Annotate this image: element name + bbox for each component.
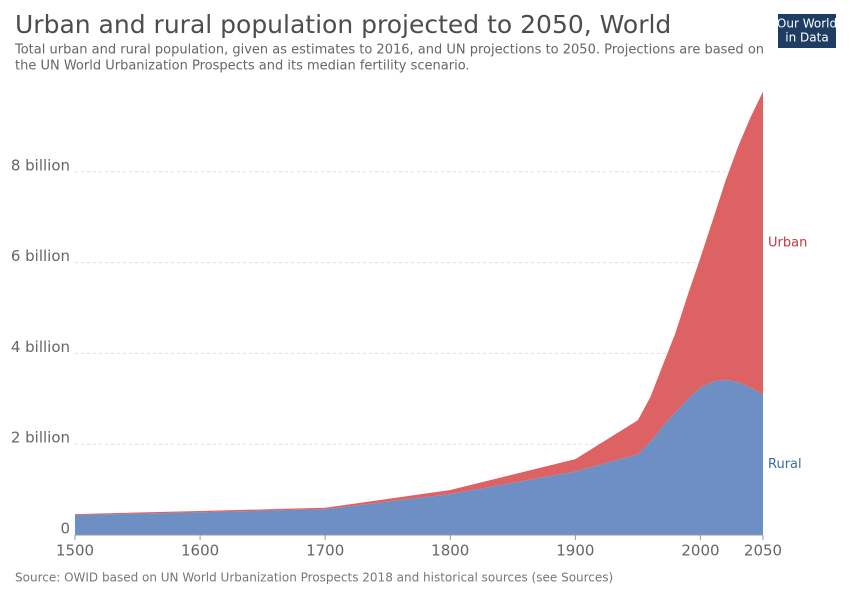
x-tick-label: 1500 <box>56 542 94 560</box>
series-label: Rural <box>768 457 802 472</box>
y-tick-label: 0 <box>60 520 70 538</box>
chart-title: Urban and rural population projected to … <box>15 10 671 39</box>
y-tick-label: 6 billion <box>11 247 70 265</box>
subtitle: the UN World Urbanization Prospects and … <box>15 59 470 74</box>
x-tick-label: 1700 <box>306 542 344 560</box>
x-tick-label: 1600 <box>181 542 219 560</box>
logo-box[interactable] <box>778 14 836 48</box>
series-label: Urban <box>768 235 807 250</box>
source: Source: OWID based on UN World Urbanizat… <box>15 571 613 585</box>
x-tick-label: 2050 <box>744 542 782 560</box>
y-tick-label: 4 billion <box>11 338 70 356</box>
subtitle: Total urban and rural population, given … <box>14 43 764 58</box>
x-tick-label: 2000 <box>681 542 719 560</box>
x-tick-label: 1900 <box>556 542 594 560</box>
area <box>75 379 763 535</box>
y-tick-label: 8 billion <box>11 156 70 174</box>
y-tick-label: 2 billion <box>11 429 70 447</box>
x-tick-label: 1800 <box>431 542 469 560</box>
logo-text[interactable]: in Data <box>785 31 828 45</box>
logo-text[interactable]: Our World <box>777 17 837 31</box>
